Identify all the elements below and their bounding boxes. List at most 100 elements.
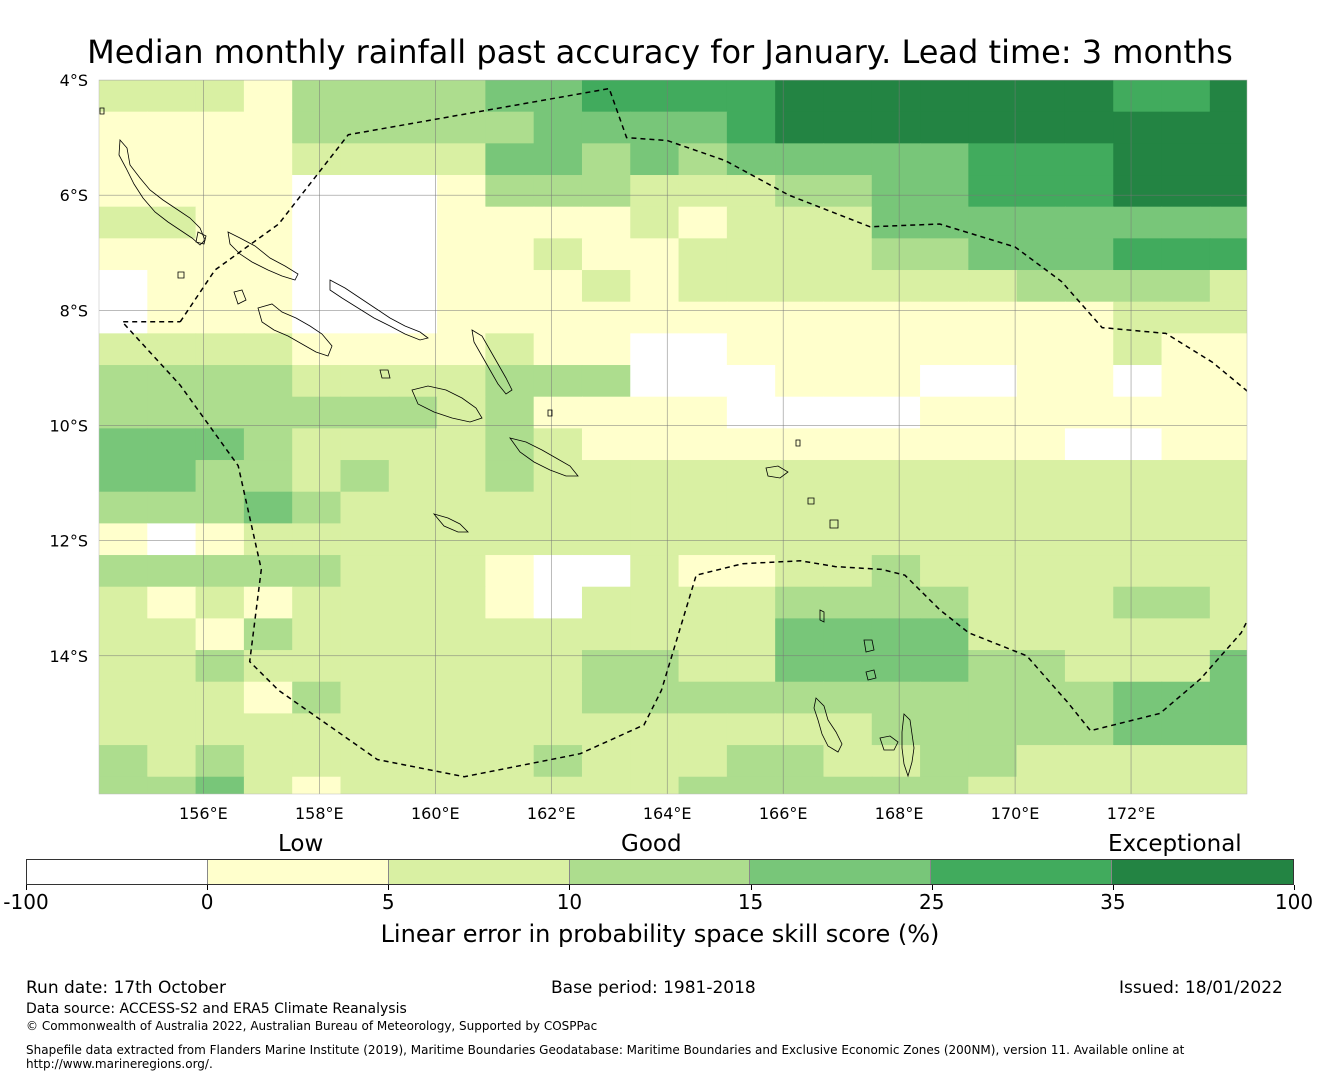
rennell-island	[432, 513, 469, 533]
grid-cell	[726, 238, 776, 271]
grid-cell	[1113, 175, 1163, 208]
grid-cell	[630, 143, 680, 176]
marineregions-link[interactable]: http://www.marineregions.org/.	[26, 1057, 213, 1071]
grid-cell	[871, 175, 921, 208]
grid-cell	[775, 618, 825, 651]
grid-cell	[1258, 555, 1307, 587]
grid-cell	[1209, 175, 1247, 208]
grid-cell	[1016, 143, 1066, 176]
colorbar-label: Linear error in probability space skill …	[380, 920, 940, 948]
grid-cell	[678, 111, 728, 144]
grid-cell	[775, 270, 825, 303]
grid-cell	[1306, 365, 1320, 397]
grid-cell	[195, 206, 245, 239]
grid-cell	[1306, 460, 1320, 492]
grid-cell	[1161, 396, 1211, 429]
grid-cell	[485, 745, 535, 778]
grid-cell	[581, 301, 631, 334]
colorbar-tick-label: 25	[918, 890, 945, 914]
grid-cell	[485, 396, 535, 429]
grid-cell	[485, 238, 535, 271]
grid-cell	[775, 650, 825, 683]
grid-cell	[340, 523, 390, 556]
grid-cell	[920, 776, 969, 794]
base-period: Base period: 1981-2018	[551, 978, 756, 998]
grid-cell	[147, 745, 197, 778]
grid-cell	[1258, 302, 1307, 334]
grid-cell	[871, 270, 921, 303]
grid-cell	[823, 301, 873, 334]
grid-cell	[1064, 776, 1114, 794]
grid-cell	[823, 143, 873, 176]
grid-cell	[533, 365, 583, 398]
grid-cell	[1113, 238, 1163, 271]
grid-cell	[1258, 745, 1307, 777]
grid-cell	[1162, 808, 1211, 830]
grid-cell	[1306, 333, 1320, 365]
grid-cell	[1113, 491, 1163, 524]
grid-cell	[678, 396, 728, 429]
grid-cell	[1016, 428, 1066, 461]
grid-cell	[823, 776, 873, 794]
colorbar-segment	[388, 860, 570, 884]
grid-cell	[147, 650, 197, 683]
grid-cell	[630, 713, 680, 746]
grid-cell	[823, 555, 873, 588]
graticule	[99, 80, 1247, 794]
grid-cell	[243, 428, 293, 461]
grid-cell	[147, 555, 197, 588]
grid-cell	[485, 143, 535, 176]
grid-cell	[1113, 460, 1163, 493]
grid-cell	[147, 713, 197, 746]
grid-cell	[99, 80, 148, 113]
grid-cell	[99, 175, 148, 208]
grid-cell	[195, 650, 245, 683]
colorbar-tick-label: 100	[1274, 890, 1314, 914]
grid-cell	[871, 396, 921, 429]
grid-cell	[437, 175, 486, 208]
grid-cell	[1064, 80, 1114, 113]
colorbar-tick-mark	[388, 885, 390, 890]
grid-cell	[533, 713, 583, 746]
grid-cell	[437, 681, 486, 714]
grid-cell	[388, 650, 438, 683]
grid-cell	[292, 491, 342, 524]
grid-cell	[1306, 808, 1320, 830]
grid-cell	[195, 776, 245, 794]
grid-cell	[775, 206, 825, 239]
grid-cell	[775, 586, 825, 619]
grid-cell	[292, 618, 342, 651]
grid-cell	[147, 301, 197, 334]
grid-cell	[147, 175, 197, 208]
grid-cell	[1064, 555, 1114, 588]
grid-cell	[1161, 365, 1211, 398]
colorbar-tick-mark	[1112, 885, 1114, 890]
grid-cell	[968, 650, 1018, 683]
grid-cell	[920, 618, 969, 651]
grid-cell	[1209, 365, 1247, 398]
grid-cell	[871, 333, 921, 366]
grid-cell	[437, 745, 486, 778]
grid-cell	[1161, 333, 1211, 366]
grid-cell	[99, 333, 148, 366]
grid-cell	[533, 175, 583, 208]
legend-good-label: Good	[621, 831, 682, 857]
grid-cell	[581, 238, 631, 271]
grid-cell	[243, 301, 293, 334]
grid-cell	[823, 175, 873, 208]
lon-tick-label: 160°E	[411, 804, 460, 823]
colorbar-tick-label: 10	[556, 890, 583, 914]
grid-cell	[292, 111, 342, 144]
longitude-labels: 156°E 158°E 160°E 162°E 164°E 166°E 168°E 170°E…	[179, 804, 1155, 823]
grid-cell	[968, 618, 1018, 651]
grid-cell	[775, 491, 825, 524]
grid-cell	[388, 586, 438, 619]
lat-tick-label: 14°S	[49, 647, 88, 666]
grid-cell	[1161, 523, 1211, 556]
grid-cell	[243, 111, 293, 144]
colorbar-tick-label: 15	[737, 890, 764, 914]
grid-cell	[1306, 270, 1320, 302]
grid-cell	[581, 681, 631, 714]
grid-cell	[1161, 111, 1211, 144]
grid-cell	[582, 808, 631, 830]
